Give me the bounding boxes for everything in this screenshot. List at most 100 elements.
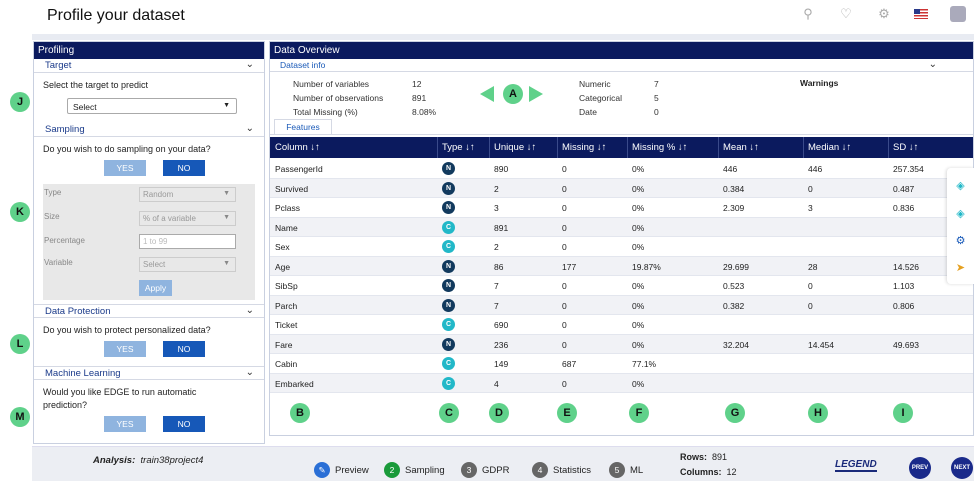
header-column[interactable]: Column ↓↑ bbox=[275, 142, 320, 153]
user-avatar-icon[interactable] bbox=[950, 6, 966, 22]
tab-features[interactable]: Features bbox=[274, 119, 332, 134]
table-row[interactable]: Name C 891 0 0% bbox=[270, 217, 973, 237]
categorical-value: 5 bbox=[654, 93, 659, 103]
num-obs-label: Number of observations bbox=[293, 93, 384, 103]
sampling-percentage-input[interactable]: 1 to 99 bbox=[139, 234, 236, 249]
gear-icon[interactable]: ⚙ bbox=[878, 6, 890, 21]
drop-icon[interactable]: ◈ bbox=[956, 208, 965, 220]
table-row[interactable]: Fare N 236 0 0% 32.204 14.454 49.693 bbox=[270, 334, 973, 354]
step-preview[interactable]: ✎ Preview bbox=[314, 462, 369, 478]
cell-median: 0 bbox=[808, 183, 813, 194]
sampling-yes-button[interactable]: YES bbox=[104, 160, 146, 176]
sampling-size-label: Size bbox=[44, 212, 60, 221]
step-gdpr[interactable]: 3 GDPR bbox=[461, 462, 509, 478]
bell-icon[interactable]: ♡ bbox=[840, 6, 852, 21]
cell-column: Cabin bbox=[275, 359, 298, 369]
caret-down-icon: ▼ bbox=[223, 190, 230, 197]
table-row[interactable]: Age N 86 177 19.87% 29.699 28 14.526 bbox=[270, 256, 973, 276]
marker-e: E bbox=[557, 403, 577, 423]
cell-missing: 0 bbox=[562, 300, 567, 311]
table-row[interactable]: Pclass N 3 0 0% 2.309 3 0.836 bbox=[270, 198, 973, 218]
table-row[interactable]: Embarked C 4 0 0% bbox=[270, 373, 973, 393]
protection-yes-button[interactable]: YES bbox=[104, 341, 146, 357]
chevron-down-icon[interactable]: ⌄ bbox=[245, 305, 254, 316]
table-row[interactable]: SibSp N 7 0 0% 0.523 0 1.103 bbox=[270, 276, 973, 296]
header-unique[interactable]: Unique ↓↑ bbox=[494, 142, 537, 153]
us-flag-icon[interactable] bbox=[914, 9, 928, 19]
header-median[interactable]: Median ↓↑ bbox=[808, 142, 852, 153]
table-row[interactable]: Sex C 2 0 0% bbox=[270, 237, 973, 257]
protection-no-button[interactable]: NO bbox=[163, 341, 205, 357]
table-row[interactable]: Cabin C 149 687 77.1% bbox=[270, 354, 973, 374]
drop-icon[interactable]: ◈ bbox=[956, 180, 965, 192]
sampling-section-header[interactable]: Sampling ⌄ bbox=[34, 123, 264, 137]
chevron-down-icon[interactable]: ⌄ bbox=[928, 59, 937, 70]
header-missing-pct[interactable]: Missing % ↓↑ bbox=[632, 142, 688, 153]
legend-button[interactable]: LEGEND bbox=[835, 459, 877, 472]
cell-missing-pct: 0% bbox=[632, 378, 645, 389]
step-number: 2 bbox=[384, 462, 400, 478]
marker-j: J bbox=[10, 92, 30, 112]
header-mean[interactable]: Mean ↓↑ bbox=[723, 142, 759, 153]
table-row[interactable]: Survived N 2 0 0% 0.384 0 0.487 bbox=[270, 178, 973, 198]
header-type[interactable]: Type ↓↑ bbox=[442, 142, 475, 153]
step-ml[interactable]: 5 ML bbox=[609, 462, 643, 478]
cell-missing: 0 bbox=[562, 222, 567, 233]
chevron-down-icon[interactable]: ⌄ bbox=[245, 123, 254, 134]
cell-missing: 0 bbox=[562, 281, 567, 291]
sampling-no-button[interactable]: NO bbox=[163, 160, 205, 176]
cell-mean: 0.382 bbox=[723, 300, 745, 311]
cell-median: 446 bbox=[808, 164, 823, 174]
prev-button[interactable]: PREV bbox=[909, 457, 931, 479]
cell-unique: 690 bbox=[494, 320, 509, 330]
step-statistics[interactable]: 4 Statistics bbox=[532, 462, 591, 478]
cell-mean: 0.523 bbox=[723, 281, 745, 291]
cell-missing: 0 bbox=[562, 378, 567, 389]
cell-missing: 177 bbox=[562, 261, 577, 272]
chevron-down-icon[interactable]: ⌄ bbox=[245, 59, 254, 70]
cell-unique: 4 bbox=[494, 378, 499, 389]
ml-yes-button[interactable]: YES bbox=[104, 416, 146, 432]
cell-column: Embarked bbox=[275, 378, 314, 389]
marker-f: F bbox=[629, 403, 649, 423]
chevron-down-icon[interactable]: ⌄ bbox=[245, 367, 254, 378]
cell-column: Name bbox=[275, 222, 298, 233]
sampling-size-select[interactable]: % of a variable ▼ bbox=[139, 211, 236, 226]
header-sd[interactable]: SD ↓↑ bbox=[893, 142, 919, 153]
cell-mean: 446 bbox=[723, 164, 738, 174]
target-select[interactable]: Select ▼ bbox=[67, 98, 237, 114]
next-button[interactable]: NEXT bbox=[951, 457, 973, 479]
cell-missing-pct: 0% bbox=[632, 320, 645, 330]
rows-columns-info: Rows: 891 Columns: 12 bbox=[680, 452, 737, 477]
gear-icon[interactable]: ⚙ bbox=[955, 235, 966, 247]
protection-section-header[interactable]: Data Protection ⌄ bbox=[34, 304, 264, 318]
cell-missing-pct: 0% bbox=[632, 242, 645, 252]
data-overview-panel: Data Overview Dataset info ⌄ Number of v… bbox=[269, 41, 974, 436]
send-icon[interactable]: ➤ bbox=[955, 262, 966, 274]
categorical-type-icon: C bbox=[442, 240, 455, 253]
table-row[interactable]: Parch N 7 0 0% 0.382 0 0.806 bbox=[270, 295, 973, 315]
search-icon[interactable]: ⚲ bbox=[803, 6, 813, 21]
marker-b: B bbox=[290, 403, 310, 423]
sampling-variable-select[interactable]: Select ▼ bbox=[139, 257, 236, 272]
cell-missing: 0 bbox=[562, 203, 567, 213]
dataset-info-header[interactable]: Dataset info ⌄ bbox=[270, 59, 973, 72]
target-section-header[interactable]: Target ⌄ bbox=[34, 59, 264, 73]
categorical-type-icon: C bbox=[442, 376, 455, 390]
table-row[interactable]: Ticket C 690 0 0% bbox=[270, 315, 973, 335]
missing-label: Total Missing (%) bbox=[293, 107, 358, 117]
cell-mean: 0.384 bbox=[723, 183, 745, 194]
header-missing[interactable]: Missing ↓↑ bbox=[562, 142, 607, 153]
apply-button[interactable]: Apply bbox=[139, 280, 172, 296]
target-label: Target bbox=[45, 60, 72, 71]
marker-l: L bbox=[10, 334, 30, 354]
marker-i: I bbox=[893, 403, 913, 423]
cell-sd: 49.693 bbox=[893, 339, 919, 350]
sampling-type-select[interactable]: Random ▼ bbox=[139, 187, 236, 202]
ml-no-button[interactable]: NO bbox=[163, 416, 205, 432]
ml-question-line-1: Would you like EDGE to run automatic bbox=[43, 387, 197, 397]
cell-median: 14.454 bbox=[808, 339, 834, 350]
table-row[interactable]: PassengerId N 890 0 0% 446 446 257.354 bbox=[270, 159, 973, 179]
step-sampling[interactable]: 2 Sampling bbox=[384, 462, 445, 478]
ml-section-header[interactable]: Machine Learning ⌄ bbox=[34, 366, 264, 380]
